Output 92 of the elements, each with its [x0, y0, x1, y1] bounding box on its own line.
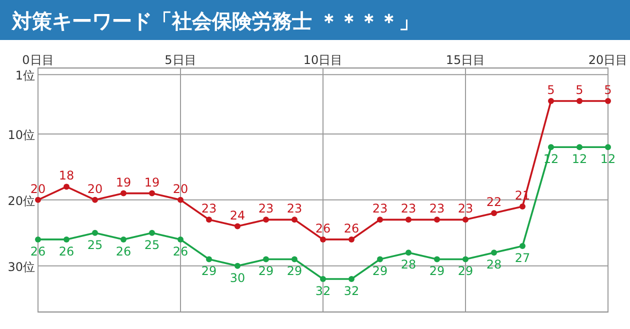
x-tick-label: 5日目 — [164, 53, 196, 67]
point — [406, 250, 412, 256]
point — [434, 216, 440, 223]
chart-title: 対策キーワード「社会保険労務士 ＊＊＊＊」 — [11, 9, 419, 33]
data-label: 26 — [58, 244, 74, 258]
point — [263, 216, 269, 223]
point — [178, 236, 184, 242]
data-label: 26 — [116, 244, 132, 258]
data-label: 32 — [344, 284, 360, 298]
data-label: 23 — [372, 202, 388, 216]
y-tick-label: 20位 — [8, 194, 35, 208]
point — [377, 256, 383, 262]
x-tick-label: 15日目 — [446, 53, 486, 67]
data-label: 26 — [30, 244, 46, 258]
data-label: 19 — [116, 175, 132, 190]
point — [64, 236, 70, 242]
point — [120, 236, 126, 242]
point — [491, 210, 497, 216]
point — [320, 236, 326, 242]
data-label: 28 — [486, 258, 502, 272]
point — [491, 250, 497, 256]
point — [292, 216, 298, 223]
point — [462, 216, 468, 223]
x-tick-label: 0日目 — [22, 53, 54, 67]
point — [178, 196, 184, 203]
data-label: 28 — [400, 258, 416, 272]
data-label: 29 — [429, 264, 445, 278]
data-label: 29 — [201, 264, 217, 278]
x-tick-label: 20日目 — [588, 53, 628, 67]
data-label: 32 — [315, 284, 331, 298]
point — [92, 196, 98, 203]
data-label: 29 — [258, 264, 274, 278]
data-label: 20 — [30, 182, 46, 196]
data-label: 18 — [58, 168, 74, 183]
point — [520, 243, 526, 250]
data-label: 5 — [547, 82, 555, 97]
point — [35, 196, 41, 203]
data-label: 23 — [400, 202, 416, 216]
y-tick-label: 10位 — [8, 128, 35, 142]
y-tick-label: 1位 — [15, 68, 35, 83]
data-label: 25 — [144, 238, 160, 252]
data-label: 19 — [144, 175, 160, 190]
data-label: 30 — [230, 270, 246, 285]
data-label: 26 — [172, 244, 188, 258]
point — [462, 256, 468, 262]
data-label: 24 — [230, 208, 246, 222]
point — [605, 144, 611, 150]
point — [576, 98, 582, 104]
data-label: 23 — [286, 202, 302, 216]
data-label: 23 — [429, 202, 445, 216]
data-label: 22 — [486, 195, 502, 210]
point — [377, 216, 383, 223]
data-label: 5 — [604, 82, 612, 97]
data-label: 29 — [372, 264, 388, 278]
y-tick-label: 30位 — [8, 260, 35, 274]
point — [149, 190, 155, 196]
point — [120, 190, 126, 196]
point — [548, 144, 554, 150]
point — [434, 256, 440, 262]
data-label: 26 — [315, 221, 331, 236]
data-label: 5 — [576, 82, 584, 97]
data-label: 29 — [458, 264, 474, 278]
point — [263, 256, 269, 262]
data-label: 23 — [201, 202, 217, 216]
point — [320, 276, 326, 282]
point — [234, 223, 240, 230]
data-label: 25 — [87, 238, 103, 252]
point — [605, 98, 611, 104]
point — [576, 144, 582, 150]
x-tick-label: 10日目 — [303, 53, 343, 67]
point — [149, 230, 155, 236]
point — [64, 184, 70, 190]
data-label: 27 — [514, 251, 530, 266]
data-label: 12 — [600, 152, 616, 166]
point — [348, 236, 354, 242]
point — [206, 256, 212, 262]
data-label: 20 — [172, 182, 188, 196]
data-label: 20 — [87, 182, 103, 196]
data-label: 23 — [258, 202, 274, 216]
point — [206, 216, 212, 223]
point — [35, 236, 41, 242]
point — [292, 256, 298, 262]
point — [520, 203, 526, 210]
data-label: 26 — [344, 221, 360, 236]
data-label: 29 — [286, 264, 302, 278]
point — [234, 262, 240, 269]
point — [406, 216, 412, 223]
point — [548, 98, 554, 104]
point — [348, 276, 354, 282]
data-label: 23 — [458, 202, 474, 216]
data-label: 12 — [572, 152, 588, 166]
point — [92, 230, 98, 236]
